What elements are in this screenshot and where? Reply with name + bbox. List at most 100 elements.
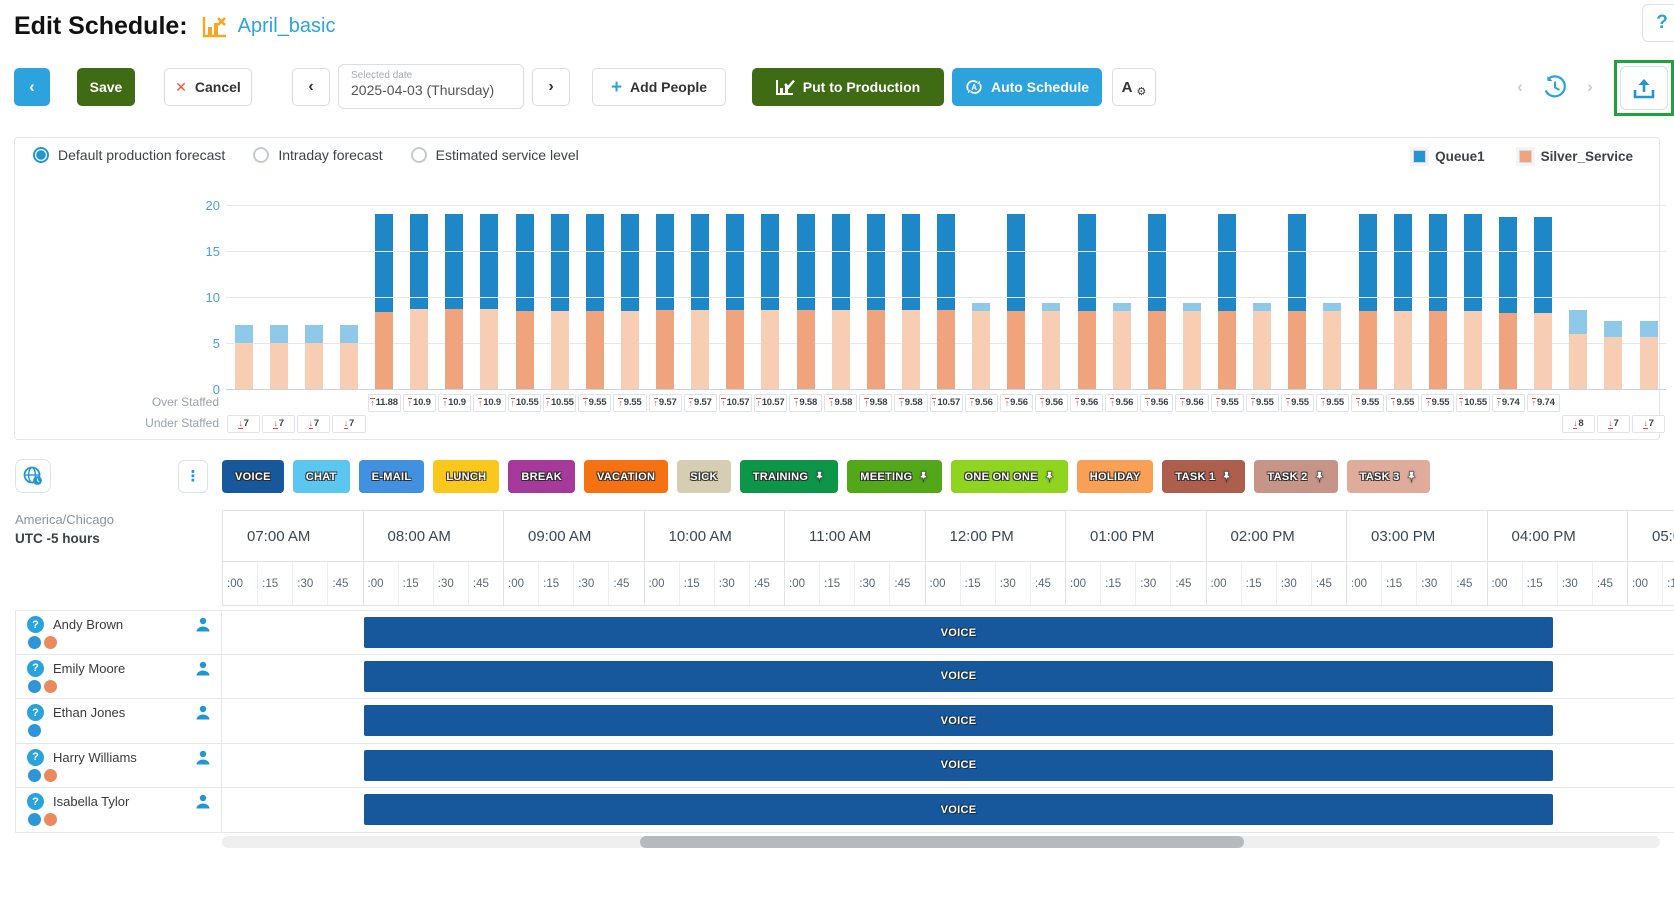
quarter-header-cell[interactable]: :00: [1627, 562, 1662, 605]
auto-schedule-settings-button[interactable]: A ⚙: [1112, 68, 1156, 106]
put-to-production-button[interactable]: Put to Production: [752, 68, 944, 106]
quarter-header-cell[interactable]: :45: [1591, 562, 1627, 605]
quarter-header-cell[interactable]: :15: [1662, 562, 1674, 605]
activities-menu-button[interactable]: ⋮: [178, 460, 208, 493]
employee-help-icon[interactable]: ?: [27, 748, 44, 766]
previous-date-button[interactable]: ‹: [292, 68, 330, 106]
employee-cell[interactable]: ? Andy Brown: [15, 611, 222, 654]
undo-history-back-icon[interactable]: ‹: [1517, 77, 1523, 96]
quarter-header-cell[interactable]: :45: [608, 562, 643, 605]
activity-chip-voice[interactable]: VOICE: [222, 460, 284, 493]
quarter-header-cell[interactable]: :30: [432, 562, 468, 605]
activity-chip-chat[interactable]: CHAT: [292, 460, 350, 493]
radio-icon[interactable]: [253, 147, 270, 163]
quarter-header-cell[interactable]: :30: [1275, 562, 1311, 605]
quarter-header-cell[interactable]: :15: [538, 562, 573, 605]
quarter-header-cell[interactable]: :00: [1065, 562, 1100, 605]
voice-shift-bar[interactable]: VOICE: [364, 660, 1553, 692]
quarter-header-cell[interactable]: :15: [959, 562, 995, 605]
employee-timeline[interactable]: VOICE: [222, 788, 1674, 832]
selected-date-field[interactable]: Selected date 2025-04-03 (Thursday): [338, 64, 524, 109]
activity-chip-task-3[interactable]: TASK 3: [1346, 460, 1430, 493]
auto-schedule-button[interactable]: A Auto Schedule: [952, 68, 1102, 106]
employee-timeline[interactable]: VOICE: [222, 655, 1674, 699]
horizontal-scrollbar[interactable]: [222, 836, 1660, 848]
person-icon[interactable]: [195, 705, 211, 720]
employee-help-icon[interactable]: ?: [27, 616, 44, 633]
quarter-header-cell[interactable]: :00: [643, 562, 679, 605]
activity-chip-task-1[interactable]: TASK 1: [1162, 460, 1246, 493]
quarter-header-cell[interactable]: :45: [1029, 562, 1065, 605]
voice-shift-bar[interactable]: VOICE: [364, 617, 1553, 648]
activity-chip-e-mail[interactable]: E-MAIL: [358, 460, 425, 493]
employee-cell[interactable]: ? Isabella Tylor: [15, 788, 222, 832]
quarter-header-cell[interactable]: :30: [292, 562, 327, 605]
forecast-option-2[interactable]: Estimated service level: [410, 147, 579, 163]
employee-cell[interactable]: ? Ethan Jones: [15, 699, 222, 743]
voice-shift-bar[interactable]: VOICE: [364, 705, 1553, 737]
quarter-header-cell[interactable]: :00: [1205, 562, 1241, 605]
save-button[interactable]: Save: [77, 68, 135, 106]
activity-chip-task-2[interactable]: TASK 2: [1254, 460, 1338, 493]
employee-help-icon[interactable]: ?: [27, 659, 44, 677]
quarter-header-cell[interactable]: :30: [1135, 562, 1170, 605]
add-people-button[interactable]: + Add People: [592, 68, 726, 106]
radio-icon[interactable]: [410, 147, 427, 163]
quarter-header-cell[interactable]: :15: [257, 562, 292, 605]
voice-shift-bar[interactable]: VOICE: [364, 794, 1553, 826]
quarter-header-cell[interactable]: :30: [854, 562, 889, 605]
back-button[interactable]: ‹: [14, 68, 50, 106]
activity-chip-break[interactable]: BREAK: [508, 460, 575, 493]
export-schedule-button[interactable]: [1620, 66, 1668, 110]
history-button[interactable]: [1537, 70, 1573, 104]
radio-icon-selected[interactable]: [33, 147, 49, 163]
quarter-header-cell[interactable]: :15: [1100, 562, 1135, 605]
scrollbar-thumb[interactable]: [640, 836, 1244, 848]
timezone-button[interactable]: [15, 459, 51, 493]
person-icon[interactable]: [195, 661, 211, 676]
quarter-header-cell[interactable]: :00: [784, 562, 819, 605]
activity-chip-meeting[interactable]: MEETING: [847, 460, 943, 493]
quarter-header-cell[interactable]: :45: [467, 562, 503, 605]
redo-history-forward-icon[interactable]: ›: [1587, 77, 1593, 96]
quarter-header-cell[interactable]: :00: [362, 562, 398, 605]
quarter-header-cell[interactable]: :15: [1521, 562, 1557, 605]
forecast-option-1[interactable]: Intraday forecast: [253, 147, 383, 163]
employee-timeline[interactable]: VOICE: [222, 699, 1674, 743]
activity-chip-vacation[interactable]: VACATION: [583, 460, 669, 493]
quarter-header-cell[interactable]: :45: [1310, 562, 1346, 605]
quarter-header-cell[interactable]: :30: [994, 562, 1030, 605]
quarter-header-cell[interactable]: :15: [397, 562, 433, 605]
person-icon[interactable]: [195, 617, 211, 632]
quarter-header-cell[interactable]: :00: [222, 562, 257, 605]
employee-cell[interactable]: ? Harry Williams: [15, 743, 222, 788]
employee-cell[interactable]: ? Emily Moore: [15, 654, 222, 699]
next-date-button[interactable]: ›: [532, 68, 570, 106]
quarter-header-cell[interactable]: :15: [819, 562, 854, 605]
activity-chip-training[interactable]: TRAINING: [739, 460, 839, 493]
quarter-header-cell[interactable]: :45: [1451, 562, 1486, 605]
quarter-header-cell[interactable]: :15: [678, 562, 714, 605]
quarter-header-cell[interactable]: :15: [1381, 562, 1416, 605]
quarter-header-cell[interactable]: :30: [1556, 562, 1592, 605]
quarter-header-cell[interactable]: :45: [1170, 562, 1205, 605]
activity-chip-holiday[interactable]: HOLIDAY: [1076, 460, 1154, 493]
help-button[interactable]: ?: [1642, 4, 1674, 42]
quarter-header-cell[interactable]: :00: [503, 562, 538, 605]
schedule-name-link[interactable]: April_basic: [237, 15, 336, 37]
quarter-header-cell[interactable]: :00: [924, 562, 960, 605]
quarter-header-cell[interactable]: :30: [1416, 562, 1451, 605]
quarter-header-cell[interactable]: :00: [1486, 562, 1522, 605]
activity-chip-one-on-one[interactable]: ONE ON ONE: [951, 460, 1068, 493]
employee-timeline[interactable]: VOICE: [222, 744, 1674, 788]
quarter-header-cell[interactable]: :45: [748, 562, 784, 605]
quarter-header-cell[interactable]: :45: [327, 562, 362, 605]
person-icon[interactable]: [195, 750, 211, 765]
quarter-header-cell[interactable]: :15: [1240, 562, 1276, 605]
voice-shift-bar[interactable]: VOICE: [364, 749, 1553, 781]
person-icon[interactable]: [195, 794, 211, 809]
quarter-header-cell[interactable]: :30: [573, 562, 608, 605]
forecast-option-0[interactable]: Default production forecast: [33, 147, 225, 163]
employee-help-icon[interactable]: ?: [27, 704, 44, 722]
employee-timeline[interactable]: VOICE: [222, 611, 1674, 654]
